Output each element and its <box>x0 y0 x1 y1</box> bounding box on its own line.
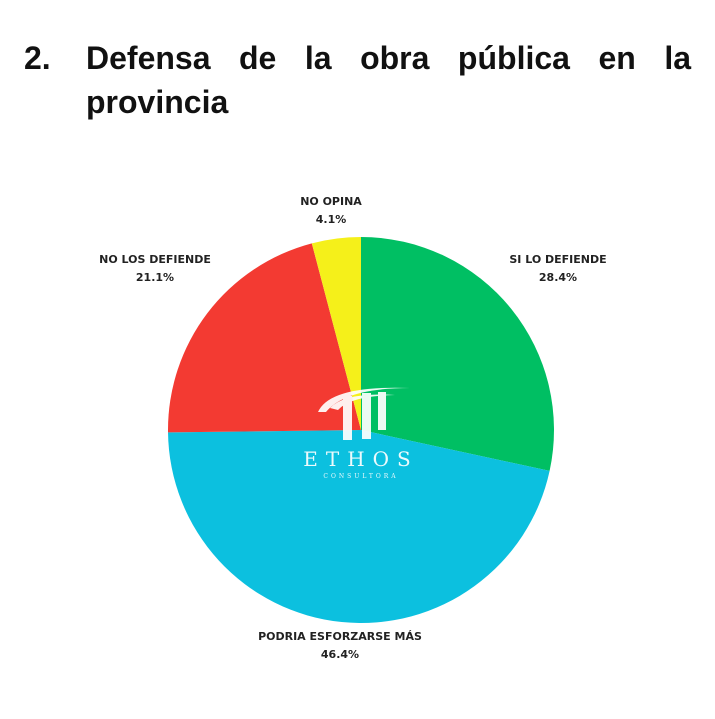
title-text: Defensa de la obra pública en la provinc… <box>86 40 691 120</box>
slice-value-label: 21.1% <box>136 271 174 284</box>
slice-value-label: 28.4% <box>539 271 577 284</box>
slice-value-label: 46.4% <box>321 648 359 661</box>
pie-slice <box>168 243 361 433</box>
slice-label: NO LOS DEFIENDE <box>99 253 211 266</box>
logo-subtext: CONSULTORA <box>323 473 398 480</box>
slice-value-label: 4.1% <box>316 213 347 226</box>
ethos-logo: ETHOS CONSULTORA <box>303 387 418 480</box>
title-number: 2. <box>24 40 51 76</box>
slice-label: SI LO DEFIENDE <box>509 253 606 266</box>
pie-slice <box>361 237 554 471</box>
pie-slice <box>311 237 361 430</box>
logo-text: ETHOS <box>303 447 418 471</box>
slice-label: PODRIA ESFORZARSE MÁS <box>258 630 422 643</box>
slice-label: NO OPINA <box>300 195 362 208</box>
pie-slice <box>168 430 550 623</box>
